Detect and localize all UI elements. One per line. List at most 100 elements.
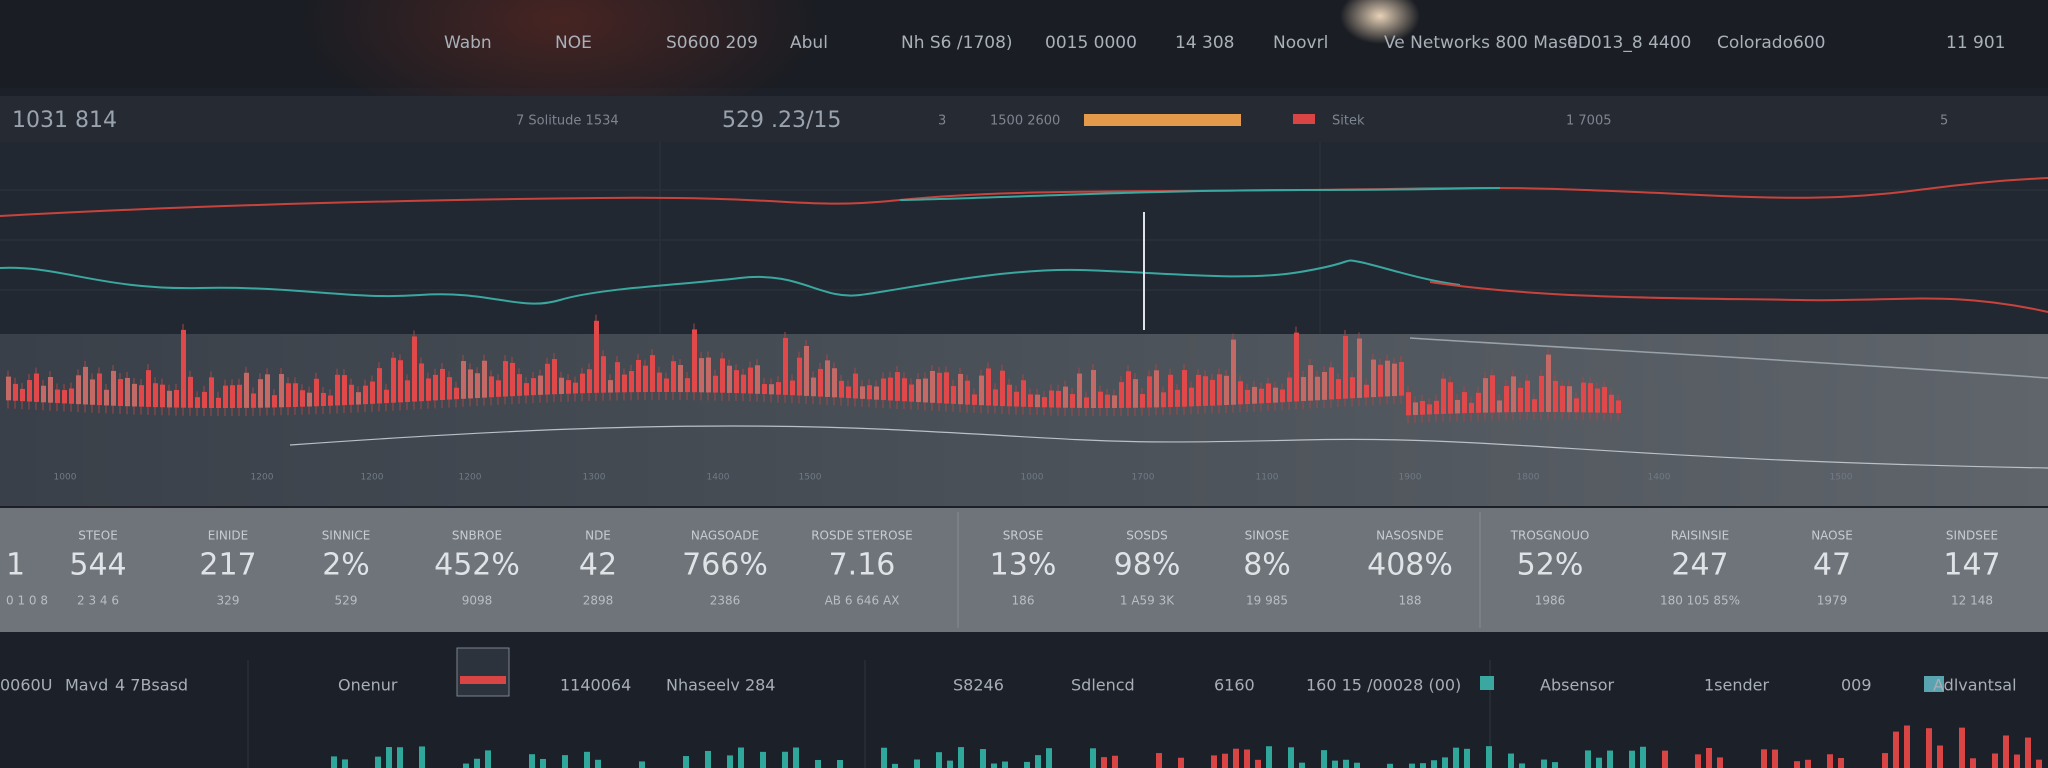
bar: [2025, 737, 2031, 768]
candle: [195, 397, 200, 408]
candle: [965, 380, 970, 405]
bar: [1761, 749, 1767, 768]
bar: [1827, 754, 1833, 768]
candle: [867, 385, 872, 400]
candle: [97, 373, 102, 406]
stat-title: SINNICE: [322, 529, 371, 543]
candle: [762, 384, 767, 395]
bar: [892, 763, 898, 768]
bar: [1882, 753, 1888, 768]
bar: [1442, 757, 1448, 768]
candle: [769, 384, 774, 395]
candle: [48, 376, 53, 403]
bar: [1035, 755, 1041, 768]
bar: [562, 755, 568, 768]
menu-item: 11 901: [1946, 33, 2005, 53]
bar: [1266, 746, 1272, 768]
menu-item: Abul: [790, 33, 828, 53]
candle: [1056, 390, 1061, 408]
candle: [650, 355, 655, 393]
bar: [595, 759, 601, 768]
candle: [790, 380, 795, 396]
candle: [979, 375, 984, 406]
bar: [1112, 755, 1118, 768]
candle: [888, 377, 893, 401]
bar: [837, 759, 843, 768]
bar: [1695, 754, 1701, 768]
candle: [440, 368, 445, 400]
stat-sub: 186: [1012, 594, 1035, 608]
bar: [1596, 757, 1602, 768]
bar: [1409, 763, 1415, 768]
bar: [1178, 757, 1184, 768]
candle: [328, 395, 333, 406]
candle: [1301, 377, 1306, 402]
candle: [1371, 359, 1376, 398]
menu-item: Ve Networks 800 Mase: [1384, 33, 1578, 53]
candle: [405, 380, 410, 402]
candle: [720, 358, 725, 393]
candle: [923, 378, 928, 403]
stats-panel: [0, 508, 2048, 632]
candle: [496, 380, 501, 397]
candle: [398, 360, 403, 403]
footer-item: Sdlencd: [1071, 676, 1135, 695]
candle: [895, 372, 900, 401]
menu-item: Colorado600: [1717, 33, 1825, 53]
candle: [930, 370, 935, 403]
stat-sub: 9098: [462, 594, 493, 608]
candle: [832, 368, 837, 398]
candle: [1168, 374, 1173, 408]
candle: [1245, 389, 1250, 405]
bar: [342, 759, 348, 768]
stat-title: STEOE: [78, 529, 118, 543]
footer-item: Adlvantsal: [1933, 676, 2017, 695]
candle: [1210, 379, 1215, 406]
candle: [573, 382, 578, 394]
candle: [1140, 394, 1145, 408]
bar: [1926, 728, 1932, 768]
bar: [1662, 750, 1668, 768]
candle: [1511, 376, 1516, 413]
candle: [293, 383, 298, 407]
axis-label: 1000: [54, 473, 77, 483]
candle: [1182, 370, 1187, 407]
footer-item: 1140064: [560, 676, 631, 695]
stat-value: 544: [69, 548, 126, 583]
candle: [1175, 389, 1180, 407]
candle: [1280, 389, 1285, 403]
footer-bars: [331, 725, 2042, 768]
candle: [1154, 370, 1159, 408]
stat-title: ROSDE STEROSE: [811, 529, 913, 543]
candle: [300, 390, 305, 407]
candle: [1329, 367, 1334, 400]
candle: [993, 389, 998, 406]
candle: [6, 376, 11, 401]
candle: [902, 378, 907, 402]
candle: [426, 378, 431, 401]
candle: [797, 357, 802, 396]
candle: [678, 364, 683, 393]
stat-sub: AB 6 646 AX: [825, 594, 900, 608]
line: [1409, 337, 2048, 379]
candle: [90, 379, 95, 405]
candle: [1567, 386, 1572, 413]
bar: [1959, 727, 1965, 768]
candles: [6, 314, 1621, 424]
menu-item: S0600 209: [666, 33, 758, 53]
line: [0, 177, 2048, 217]
axis-label: 1900: [1399, 473, 1422, 483]
candle: [237, 384, 242, 408]
bar: [1046, 748, 1052, 768]
bar: [1354, 762, 1360, 768]
candle: [62, 390, 67, 404]
candle: [160, 384, 165, 408]
candle: [608, 380, 613, 393]
candle: [755, 365, 760, 394]
candle: [111, 370, 116, 406]
stat-value: 1: [6, 548, 25, 583]
candle: [1574, 398, 1579, 413]
candle: [1126, 371, 1131, 408]
line: [289, 425, 2048, 469]
